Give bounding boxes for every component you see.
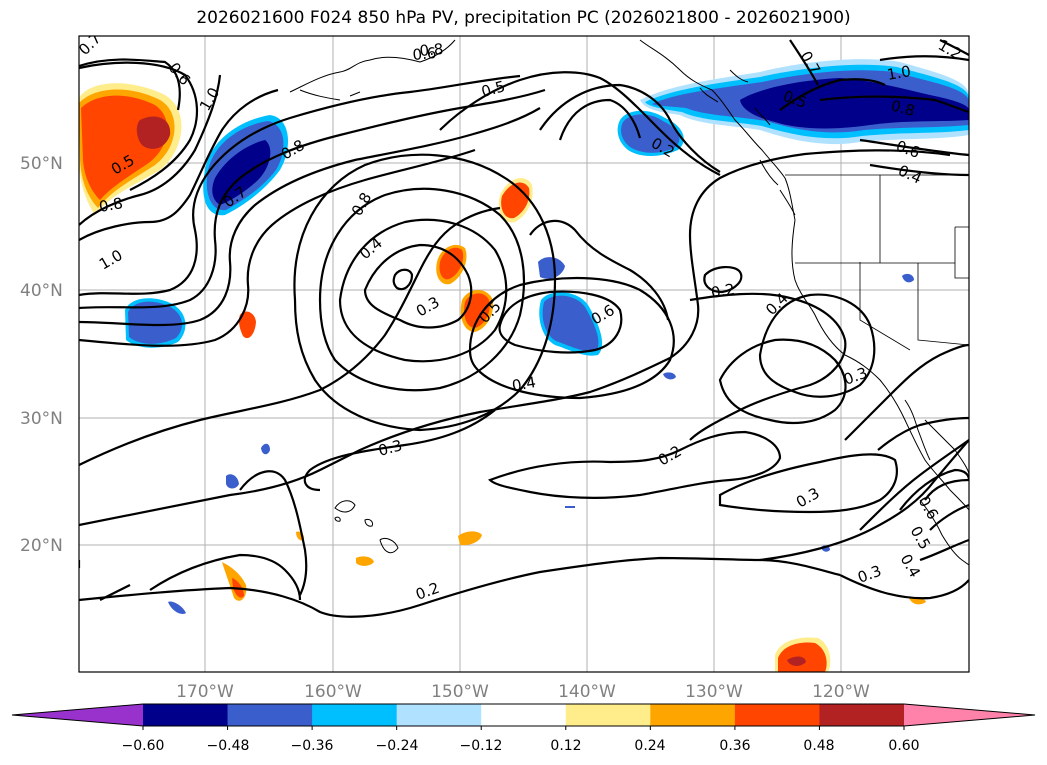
colorbar-segment — [396, 704, 482, 726]
contour-label: 0.5 — [479, 77, 507, 101]
lon-label: 120°W — [812, 682, 870, 702]
precip-neg-small-5 — [902, 273, 914, 283]
colorbar-tick-label: −0.36 — [291, 738, 334, 754]
lat-label: 30°N — [20, 409, 63, 429]
precip-neg-small-2 — [226, 474, 239, 489]
colorbar-segment — [143, 704, 229, 726]
map-plot-area: 0.7 0.6 1.0 0.5 0.8 1.0 0.7 0.8 0.8 0.4 … — [79, 36, 969, 672]
lat-label: 50°N — [20, 154, 63, 174]
colorbar-segment — [734, 704, 820, 726]
lon-labels: 170°W 160°W 150°W 140°W 130°W 120°W — [176, 682, 870, 702]
colorbar-extend-high — [904, 704, 1035, 726]
contour-label: 0.6 — [412, 44, 437, 64]
colorbar-ticks — [142, 726, 905, 730]
colorbar-segments — [11, 703, 1036, 727]
colorbar-segment — [481, 704, 567, 726]
colorbar-tick-label: −0.12 — [460, 738, 503, 754]
borders — [785, 174, 969, 351]
colorbar-tick-label: −0.60 — [122, 738, 165, 754]
lon-label: 140°W — [558, 682, 616, 702]
colorbar-segment — [227, 704, 313, 726]
colorbar-segment — [650, 704, 736, 726]
lon-label: 130°W — [685, 682, 743, 702]
contour-label: 1.0 — [886, 62, 913, 84]
precip-neg-small-1 — [168, 601, 186, 614]
colorbar-tick-label: 0.24 — [634, 738, 665, 754]
colorbar-tick-label: −0.24 — [376, 738, 419, 754]
colorbar-segment — [312, 704, 398, 726]
lat-labels: 50°N 40°N 30°N 20°N — [20, 154, 63, 556]
map-title: 2026021600 F024 850 hPa PV, precipitatio… — [196, 8, 851, 28]
colorbar: −0.60 −0.48 −0.36 −0.24 −0.12 0.12 0.24 … — [11, 703, 1036, 754]
pv-contours — [79, 39, 969, 618]
colorbar-segment — [565, 704, 651, 726]
contour-label: 0.8 — [419, 40, 444, 60]
colorbar-tick-label: 0.12 — [550, 738, 581, 754]
contour-label: 0.8 — [98, 194, 125, 216]
colorbar-segment — [819, 704, 905, 726]
colorbar-tick-label: 0.48 — [803, 738, 834, 754]
lon-label: 170°W — [176, 682, 234, 702]
contour-label: 0.4 — [511, 373, 538, 395]
precip-neg-small-4 — [663, 372, 676, 380]
precip-neg-small-3 — [261, 443, 270, 455]
lon-label: 150°W — [431, 682, 489, 702]
precip-pos-4 — [239, 311, 256, 339]
contour-label: 0.3 — [376, 436, 404, 460]
colorbar-extend-low — [12, 704, 143, 726]
precip-neg-4 — [538, 257, 565, 279]
contour-label: 0.8 — [889, 96, 917, 120]
colorbar-tick-label: 0.36 — [719, 738, 750, 754]
colorbar-tick-label: −0.48 — [207, 738, 250, 754]
colorbar-tick-label: 0.60 — [888, 738, 919, 754]
precip-pos-6 — [458, 531, 482, 546]
contour-label: 0.2 — [710, 280, 737, 302]
lon-label: 160°W — [304, 682, 362, 702]
precip-pos-7 — [356, 556, 374, 566]
lat-label: 40°N — [20, 281, 63, 301]
map-frame — [78, 35, 970, 673]
precip-negative — [125, 59, 969, 614]
lat-label: 20°N — [20, 536, 63, 556]
